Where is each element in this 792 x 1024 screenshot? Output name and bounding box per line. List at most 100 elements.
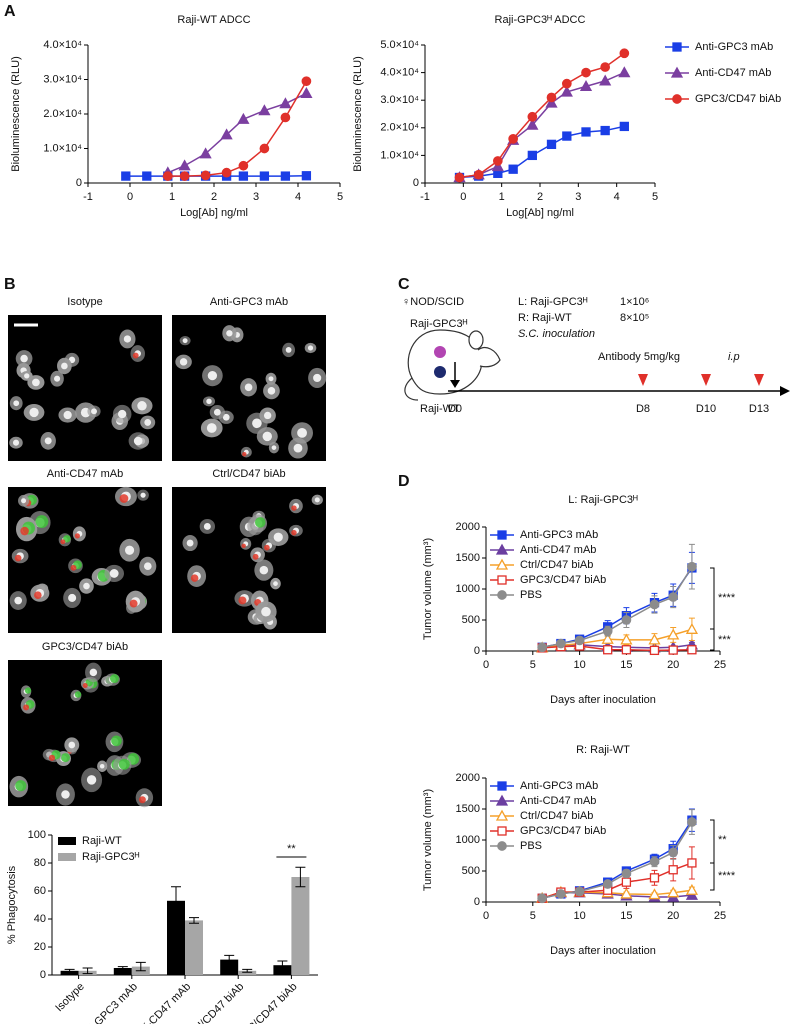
- marker: [280, 171, 291, 181]
- schematic-text: D0: [448, 403, 462, 415]
- significance-label: ****: [718, 870, 736, 882]
- cell-core: [109, 569, 119, 578]
- marker: [473, 169, 484, 180]
- marker: [526, 118, 539, 130]
- y-tick-label: 40: [34, 913, 46, 925]
- timeline-arrowhead: [638, 374, 648, 386]
- red-signal: [34, 591, 42, 600]
- x-tick-label: 0: [483, 910, 489, 922]
- red-signal: [119, 494, 129, 503]
- legend-label: GPC3/CD47 biAb: [695, 93, 781, 105]
- marker: [649, 873, 660, 883]
- marker: [178, 159, 191, 171]
- cell-core: [63, 410, 72, 420]
- marker: [537, 893, 548, 904]
- cell-core: [144, 419, 152, 426]
- marker: [600, 125, 610, 136]
- legend-label: Anti-GPC3 mAb: [520, 780, 598, 792]
- y-tick-label: 3.0×10⁴: [380, 94, 419, 106]
- x-axis-label: Log[Ab] ng/ml: [506, 207, 574, 219]
- green-signal: [254, 517, 266, 528]
- schematic-text: S.C. inoculation: [518, 328, 595, 340]
- error-bar: [277, 960, 288, 970]
- x-tick-label: 2: [211, 191, 217, 203]
- x-tick-label: -1: [83, 191, 93, 203]
- cell-core: [206, 423, 217, 433]
- red-signal: [252, 553, 259, 560]
- y-tick-label: 80: [34, 857, 46, 869]
- error-bar: [117, 966, 128, 970]
- marker: [648, 888, 661, 900]
- cell-core: [61, 790, 70, 799]
- red-signal: [82, 683, 88, 689]
- error-bar: [224, 954, 235, 965]
- cell-core: [259, 565, 269, 575]
- marker: [301, 76, 312, 87]
- error-bar: [171, 886, 181, 916]
- schematic-text: Antibody 5mg/kg: [598, 351, 680, 363]
- marker: [238, 171, 249, 181]
- series-line: [459, 71, 625, 179]
- schematic: ♀NOD/SCID Raji-GPC3ᴴ Raji-WT L: Raji-GPC3ᴴ 1…: [402, 296, 790, 415]
- red-signal: [241, 543, 246, 549]
- cell-core: [21, 498, 27, 504]
- y-tick-label: 500: [462, 865, 480, 877]
- y-tick-label: 1000: [456, 583, 480, 595]
- cell-core: [273, 532, 283, 542]
- marker: [495, 794, 509, 806]
- x-tick-label: 20: [667, 659, 679, 671]
- green-signal: [118, 758, 130, 770]
- red-signal: [60, 539, 66, 545]
- cell-core: [14, 596, 23, 605]
- y-tick-label: 0: [474, 645, 480, 657]
- schematic-text: i.p: [728, 351, 740, 363]
- marker: [545, 96, 558, 108]
- y-tick-label: 2000: [456, 521, 480, 533]
- y-tick-label: 500: [462, 614, 480, 626]
- x-tick-label: 0: [483, 659, 489, 671]
- x-tick-label: 4: [295, 191, 301, 203]
- image-title: Anti-GPC3 mAb: [210, 296, 288, 308]
- cell-core: [297, 427, 307, 438]
- schematic-text: L: Raji-GPC3ᴴ: [518, 296, 588, 308]
- x-tick-label: 5: [530, 659, 536, 671]
- y-axis-label: Bioluminescence (RLU): [10, 56, 22, 172]
- image-title: Ctrl/CD47 biAb: [212, 468, 285, 480]
- cell-core: [273, 581, 278, 586]
- cell-core: [222, 413, 230, 421]
- mouse-tail: [404, 377, 419, 401]
- marker: [279, 97, 292, 109]
- marker: [668, 592, 679, 602]
- cell-core: [262, 431, 273, 442]
- chart-title: Raji-GPC3ᴴ ADCC: [495, 14, 586, 26]
- y-tick-label: 1500: [456, 803, 480, 815]
- y-axis-label: Tumor volume (mm³): [422, 538, 434, 640]
- cell-core: [268, 376, 274, 382]
- x-tick-label: 25: [714, 910, 726, 922]
- tumor-right: [434, 366, 446, 378]
- cell-core: [207, 370, 218, 381]
- marker: [497, 530, 507, 540]
- y-axis-label: Bioluminescence (RLU): [352, 56, 364, 172]
- marker: [685, 883, 699, 895]
- bar: [273, 965, 292, 975]
- cell-core: [263, 411, 272, 420]
- chart-title: Raji-WT ADCC: [177, 14, 250, 26]
- marker: [495, 809, 509, 821]
- x-tick-label: Anti-CD47 mAb: [131, 981, 194, 1024]
- marker: [649, 645, 660, 656]
- marker: [561, 78, 572, 89]
- legend-label: Anti-CD47 mAb: [520, 544, 596, 556]
- marker: [618, 66, 631, 78]
- marker: [556, 638, 566, 649]
- marker: [574, 635, 585, 646]
- schematic-text: D8: [636, 403, 650, 415]
- y-tick-label: 0: [40, 969, 46, 981]
- x-tick-label: 5: [652, 191, 658, 203]
- bar: [60, 970, 79, 975]
- legend-label: Anti-CD47 mAb: [520, 795, 596, 807]
- marker: [497, 590, 507, 600]
- cell-core: [99, 763, 105, 769]
- red-signal: [23, 704, 30, 711]
- marker: [220, 128, 233, 140]
